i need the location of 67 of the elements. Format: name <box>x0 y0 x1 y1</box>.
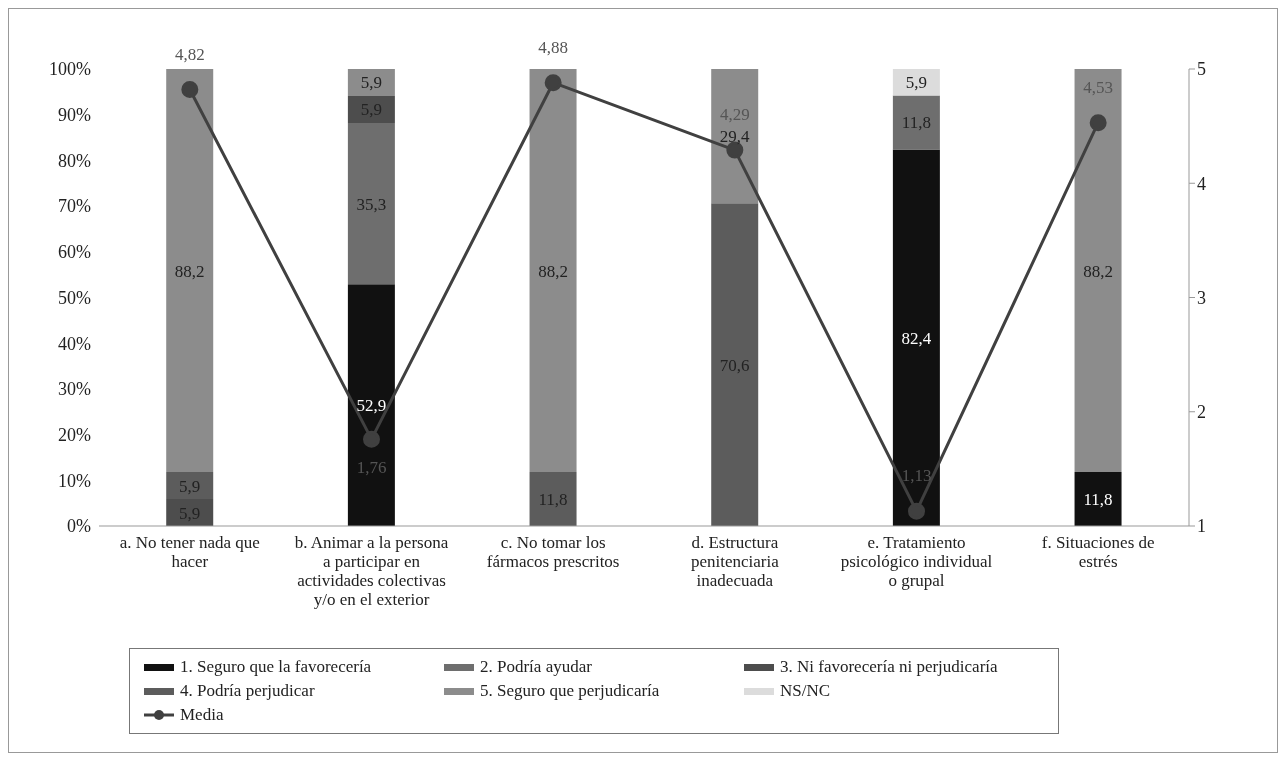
data-label: 70,6 <box>719 355 750 375</box>
y-tick-label: 30% <box>58 379 91 400</box>
data-label: 11,8 <box>901 113 931 133</box>
data-label: 4,88 <box>538 37 569 57</box>
data-label: 5,9 <box>905 73 928 93</box>
point <box>1089 114 1107 132</box>
bar <box>166 69 214 473</box>
y2-tick-label: 5 <box>1197 59 1206 80</box>
x-tick-label: b. Animar a la persona a participar en actividades colectivas y/o en el exterior <box>294 533 449 609</box>
bar <box>892 149 940 526</box>
bar <box>166 472 214 500</box>
y-tick-label: 80% <box>58 150 91 171</box>
point <box>544 74 562 92</box>
data-label: 82,4 <box>901 328 932 348</box>
legend-label: 3. Ni favorecería ni perjudicaría <box>780 657 998 677</box>
x-tick-label: f. Situaciones de estrés <box>1041 533 1155 571</box>
point <box>908 502 925 520</box>
data-label: 5,9 <box>360 73 383 93</box>
legend-label: 5. Seguro que perjudicaría <box>480 681 660 701</box>
y-tick-label: 90% <box>58 105 91 126</box>
y-tick-label: 40% <box>58 333 91 354</box>
data-label: 1,76 <box>356 458 387 478</box>
data-label: 88,2 <box>174 261 205 281</box>
y2-tick-label: 4 <box>1197 173 1206 194</box>
y2-tick-label: 1 <box>1197 516 1206 537</box>
bar <box>347 122 395 285</box>
data-label: 88,2 <box>538 261 568 281</box>
y-tick-label: 100% <box>49 59 91 80</box>
bar <box>347 95 395 123</box>
bar <box>529 69 577 473</box>
x-tick-label: a. No tener nada que hacer <box>119 533 260 571</box>
legend-label: 2. Podría ayudar <box>480 657 592 677</box>
bar <box>711 203 759 526</box>
legend-label: 1. Seguro que la favorecería <box>180 657 372 677</box>
data-label: 1,13 <box>901 466 932 486</box>
y-tick-label: 10% <box>58 470 91 491</box>
bar <box>1074 69 1122 473</box>
y-tick-label: 20% <box>58 424 91 445</box>
y-tick-label: 0% <box>67 516 91 537</box>
y-tick-label: 50% <box>58 287 91 308</box>
data-label: 4,82 <box>174 44 205 64</box>
bar <box>892 95 940 150</box>
x-tick-label: d. Estructura penitenciaria inadecuada <box>690 533 780 590</box>
y-tick-label: 60% <box>58 242 91 263</box>
data-label: 35,3 <box>356 194 387 214</box>
legend-label: Media <box>180 705 224 725</box>
y-tick-label: 70% <box>58 196 91 217</box>
data-label: 29,4 <box>719 127 751 147</box>
bar <box>892 69 940 96</box>
point <box>181 81 199 99</box>
data-label: 11,8 <box>1083 490 1113 510</box>
data-label: 52,9 <box>356 396 387 416</box>
data-label: 88,2 <box>1083 261 1113 281</box>
data-label: 11,8 <box>538 490 568 510</box>
legend-label: 4. Podría perjudicar <box>180 681 315 701</box>
bar <box>1074 472 1122 526</box>
x-tick-label: c. No tomar los fármacos prescritos <box>486 533 620 571</box>
data-label: 5,9 <box>179 476 201 496</box>
bar <box>347 69 395 96</box>
x-tick-label: e. Tratamiento psicológico individual o grupal <box>840 533 993 590</box>
legend-label: NS/NC <box>780 681 831 701</box>
bar <box>347 284 395 526</box>
bar <box>711 69 759 204</box>
y2-tick-label: 2 <box>1197 402 1206 423</box>
bar <box>529 472 577 526</box>
y2-tick-label: 3 <box>1197 287 1206 308</box>
point <box>363 430 380 448</box>
